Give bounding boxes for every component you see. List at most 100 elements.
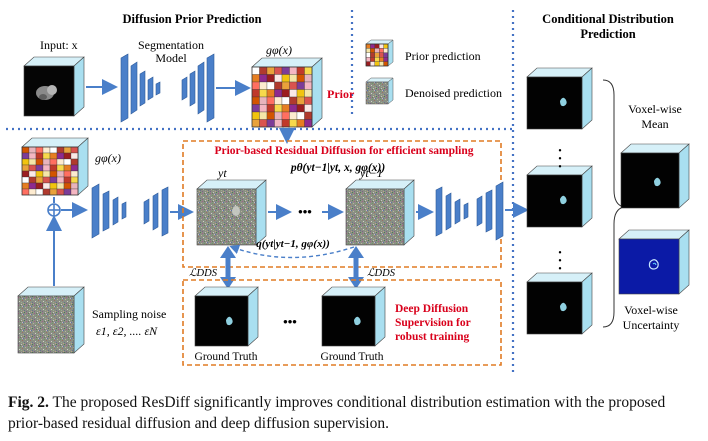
grid-frame xyxy=(21,146,79,196)
grid-cell xyxy=(70,158,79,166)
grid-cell xyxy=(259,66,268,75)
grid-cell xyxy=(21,164,30,172)
grid-cell xyxy=(365,57,371,62)
grid-cell xyxy=(289,96,298,105)
grid-cell xyxy=(289,89,298,98)
epsilon-list: ε1, ε2, .... εN xyxy=(96,324,158,338)
grid-cell xyxy=(35,170,44,178)
grid-cell xyxy=(35,176,44,184)
grid-cell xyxy=(370,43,375,49)
grid-cell xyxy=(259,104,268,113)
grid-frame xyxy=(251,66,313,128)
grid-cell xyxy=(56,188,65,196)
vdots-2: • xyxy=(558,154,562,165)
grid-cell xyxy=(35,152,44,160)
grid-cell xyxy=(289,111,298,120)
grid-cell xyxy=(266,111,275,120)
output-sample-cube xyxy=(526,165,593,228)
encoder-network xyxy=(91,183,169,239)
grid-cell xyxy=(251,81,260,90)
grid-cell xyxy=(365,52,371,58)
grid-cell xyxy=(28,188,37,196)
grid-cell xyxy=(266,119,275,128)
deep-supervision-text-2: Supervision for xyxy=(395,317,471,329)
input-volume xyxy=(23,56,85,117)
grid-cell xyxy=(56,158,65,166)
grid-cell xyxy=(49,176,58,184)
vdots-1: • xyxy=(558,146,562,157)
forward-process-arrow xyxy=(229,244,355,259)
grid-cell xyxy=(296,119,305,128)
deep-supervision-box xyxy=(182,279,502,366)
grid-cell xyxy=(49,146,58,154)
grid-cell xyxy=(281,74,290,83)
grid-cell xyxy=(365,43,371,49)
grid-cell xyxy=(49,182,58,190)
grid-cell xyxy=(274,74,283,83)
grid-cell xyxy=(374,48,380,53)
legend-denoised-swatch xyxy=(365,77,394,105)
p-theta-formula: pθ(yt−1|yt, x, gφ(x)) xyxy=(290,162,386,174)
grid-cell xyxy=(304,111,313,120)
gt-ellipsis: ••• xyxy=(283,314,297,329)
grid-cell xyxy=(374,52,380,58)
yt-label: yt xyxy=(217,166,227,180)
vdots-4: • xyxy=(558,248,562,259)
grid-cell xyxy=(63,170,72,178)
voxel-mean-label-2: Mean xyxy=(641,117,668,131)
grid-cell xyxy=(63,182,72,190)
voxel-uncertainty-label-2: Uncertainty xyxy=(623,318,680,332)
grid-cell xyxy=(296,104,305,113)
grid-cell xyxy=(383,57,389,62)
grid-cell xyxy=(251,119,260,128)
deep-supervision-text-3: robust training xyxy=(395,331,469,343)
grid-cell xyxy=(304,96,313,105)
grid-cell xyxy=(379,43,384,49)
figure-caption: Fig. 2. The proposed ResDiff significant… xyxy=(8,392,704,434)
grid-cell xyxy=(274,81,283,90)
grid-cell xyxy=(259,96,268,105)
voxel-uncertainty-cube xyxy=(618,229,690,295)
grid-cell xyxy=(63,188,72,196)
voxel-mean-cube xyxy=(620,143,690,209)
grid-cell xyxy=(35,188,44,196)
grid-cell xyxy=(370,48,375,53)
grid-cell xyxy=(296,81,305,90)
grid-cell xyxy=(28,182,37,190)
grid-cell xyxy=(49,158,58,166)
grid-cell xyxy=(42,182,51,190)
grid-cell xyxy=(266,96,275,105)
input-label: Input: x xyxy=(40,38,78,52)
voxel-uncertainty-label-1: Voxel-wise xyxy=(624,303,678,317)
grid-cell xyxy=(370,61,375,67)
grid-cell xyxy=(21,188,30,196)
grid-cell xyxy=(304,119,313,128)
grid-cell xyxy=(42,164,51,172)
grid-cell xyxy=(49,188,58,196)
prior-tag: Prior xyxy=(327,87,355,101)
grid-cell xyxy=(296,74,305,83)
grid-cell xyxy=(289,119,298,128)
grid-cell xyxy=(70,146,79,154)
ground-truth-cube-right xyxy=(321,286,386,347)
legend-prior-swatch xyxy=(365,39,394,67)
grid-cell xyxy=(304,89,313,98)
legend-denoised-text: Denoised prediction xyxy=(405,86,502,100)
grid-cell xyxy=(28,152,37,160)
grid-cell xyxy=(35,146,44,154)
grid-cell xyxy=(383,43,389,49)
deep-supervision-text-1: Deep Diffusion xyxy=(395,303,469,315)
conditional-section-title-1: Conditional Distribution xyxy=(542,12,674,26)
grid-cell xyxy=(28,170,37,178)
ground-truth-left-label: Ground Truth xyxy=(195,351,258,363)
legend-prior-text: Prior prediction xyxy=(405,49,481,63)
grid-cell xyxy=(281,104,290,113)
grid-cell xyxy=(28,158,37,166)
grid-cell xyxy=(274,66,283,75)
g-phi-left-label: gφ(x) xyxy=(95,151,121,165)
grid-cell xyxy=(379,48,384,53)
grid-cell xyxy=(304,74,313,83)
grid-cell xyxy=(70,188,79,196)
conditional-section-title-2: Prediction xyxy=(580,27,635,41)
grid-cell xyxy=(70,170,79,178)
